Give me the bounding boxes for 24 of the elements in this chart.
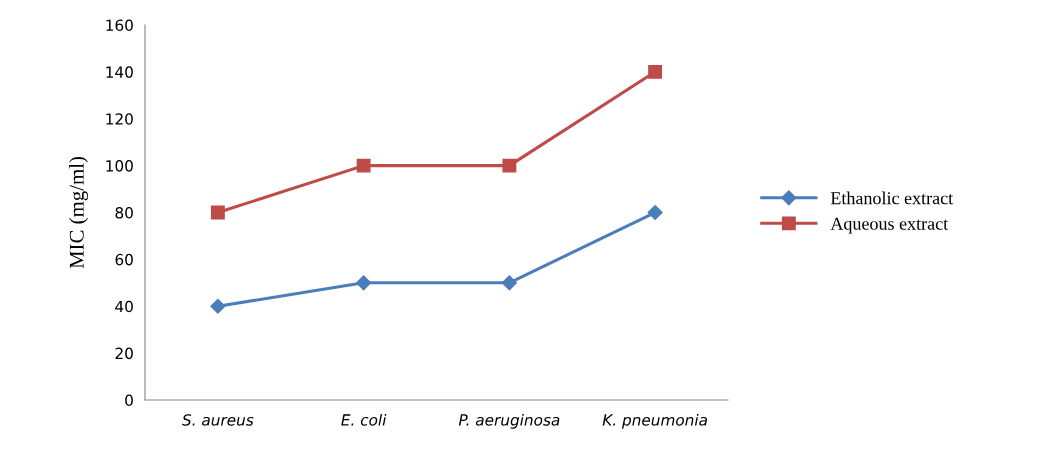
x-tick-label: S. aureus	[182, 414, 254, 426]
y-tick-label: 140	[106, 66, 133, 78]
point	[356, 275, 372, 291]
y-tick-label: 100	[106, 160, 133, 172]
y-axis-title: MIC (mg/ml)	[69, 156, 89, 269]
legend-label: Aqueous extract	[830, 217, 949, 234]
legend-label: Ethanolic extract	[830, 191, 954, 205]
point	[356, 158, 371, 173]
y-tick-label: 0	[125, 394, 133, 407]
point	[210, 298, 226, 314]
x-tick-label: P. aeruginosa	[458, 413, 560, 429]
y-tick-label: 60	[115, 253, 133, 266]
point	[501, 275, 517, 291]
y-tick-label: 120	[106, 113, 133, 125]
point	[648, 64, 663, 79]
y-tick-label: 20	[115, 347, 133, 360]
point	[647, 204, 663, 221]
y-tick-label: 160	[106, 19, 133, 32]
y-tick-label: 80	[115, 206, 133, 219]
y-tick-label: 40	[115, 300, 133, 313]
point	[502, 158, 517, 173]
x-tick-label: E. coli	[341, 413, 387, 426]
point	[210, 205, 225, 220]
x-tick-label: K. pneumonia	[602, 413, 707, 429]
